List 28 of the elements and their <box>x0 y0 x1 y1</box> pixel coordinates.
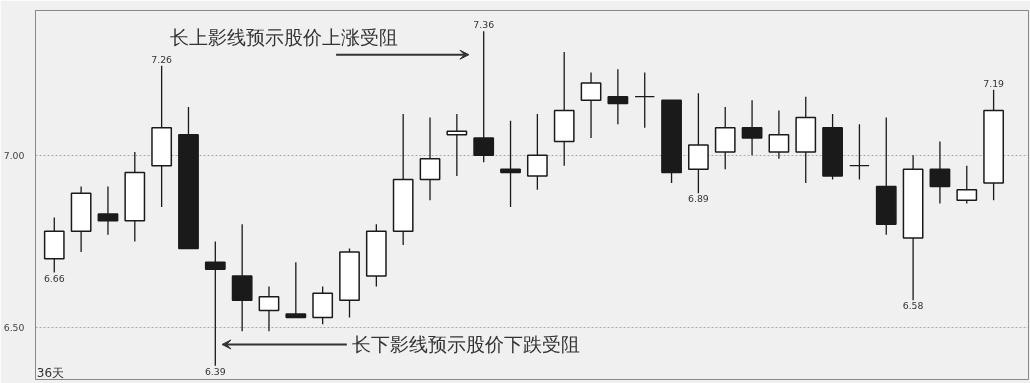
candlestick <box>285 261 307 319</box>
y-tick-label: 7.00 <box>3 149 25 161</box>
candlestick <box>768 109 790 160</box>
annotation: 6.39 <box>204 365 226 377</box>
candlestick <box>473 30 495 163</box>
candlestick <box>634 71 656 129</box>
annotation: 7.36 <box>473 19 495 31</box>
candlestick <box>929 140 951 205</box>
candlestick <box>500 120 521 208</box>
annotation: 6.89 <box>688 193 709 205</box>
annotation: 长下影线预示股价下跌受阻 <box>352 333 581 355</box>
annotation: 6.58 <box>902 300 924 312</box>
annotation: 6.66 <box>43 272 65 284</box>
candlestick <box>419 116 441 201</box>
candlestick <box>97 185 119 236</box>
candlestick <box>741 99 763 156</box>
annotation: 7.26 <box>151 53 173 65</box>
annotation: 长上影线预示股价上涨受阻 <box>169 26 398 48</box>
candlestick <box>607 68 629 125</box>
candlestick <box>849 123 870 181</box>
annotation: 7.19 <box>983 77 1005 89</box>
candlestick <box>258 285 280 332</box>
annotation: 36天 <box>36 365 65 380</box>
candlestick <box>580 71 602 139</box>
candlestick <box>526 113 548 191</box>
y-tick-label: 6.50 <box>3 322 25 334</box>
candlestick <box>446 113 468 177</box>
candlestick <box>956 165 978 205</box>
